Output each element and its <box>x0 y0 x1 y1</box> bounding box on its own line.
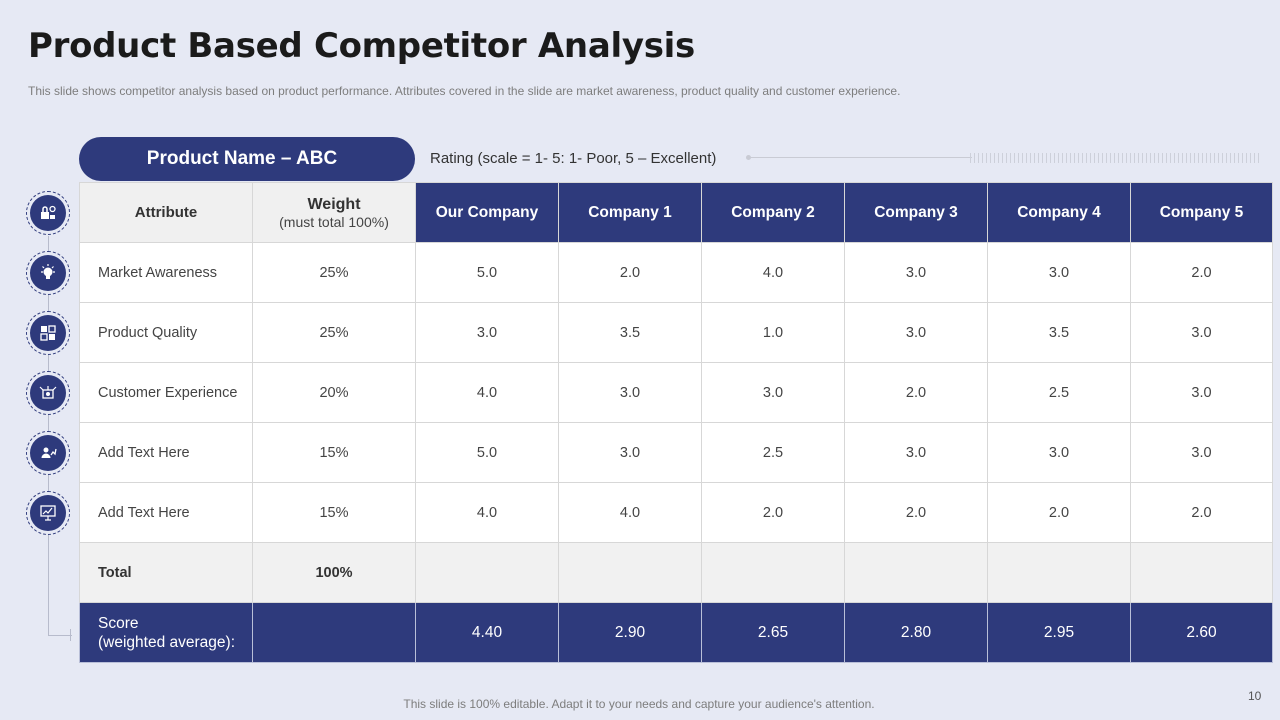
weight-cell: 15% <box>252 422 416 483</box>
lock-gear-icon <box>26 191 70 235</box>
total-label: Total <box>79 542 253 603</box>
score-cell: 2.5 <box>987 362 1131 423</box>
score-cell: 3.5 <box>558 302 702 363</box>
slide-subtitle: This slide shows competitor analysis bas… <box>28 84 901 98</box>
footer-note: This slide is 100% editable. Adapt it to… <box>403 697 875 711</box>
score-row: Score (weighted average): 4.40 2.90 2.65… <box>79 602 1273 663</box>
icon-connector-elbow <box>48 635 72 636</box>
table-row: Add Text Here 15% 5.0 3.0 2.5 3.0 3.0 3.… <box>79 422 1273 483</box>
table-row: Customer Experience 20% 4.0 3.0 3.0 2.0 … <box>79 362 1273 423</box>
score-cell: 3.5 <box>987 302 1131 363</box>
header-company: Company 1 <box>558 182 702 243</box>
empty-cell <box>844 542 988 603</box>
attribute-cell: Product Quality <box>79 302 253 363</box>
weighted-score-cell: 2.95 <box>987 602 1131 663</box>
rating-scale-note: Rating (scale = 1- 5: 1- Poor, 5 – Excel… <box>430 150 717 167</box>
score-label-line1: Score <box>98 614 139 632</box>
score-label: Score (weighted average): <box>79 602 253 663</box>
score-cell: 3.0 <box>1130 422 1273 483</box>
header-company: Company 2 <box>701 182 845 243</box>
page-number: 10 <box>1248 689 1262 703</box>
score-cell: 3.0 <box>1130 362 1273 423</box>
score-cell: 3.0 <box>558 362 702 423</box>
header-attribute: Attribute <box>79 182 253 243</box>
score-cell: 3.0 <box>987 242 1131 303</box>
empty-cell <box>415 542 559 603</box>
weighted-score-cell: 2.90 <box>558 602 702 663</box>
table-row: Market Awareness 25% 5.0 2.0 4.0 3.0 3.0… <box>79 242 1273 303</box>
score-cell: 2.5 <box>701 422 845 483</box>
score-cell: 2.0 <box>844 482 988 543</box>
presentation-board-icon <box>26 491 70 535</box>
empty-cell <box>558 542 702 603</box>
score-cell: 4.0 <box>415 362 559 423</box>
score-cell: 1.0 <box>701 302 845 363</box>
score-cell: 3.0 <box>987 422 1131 483</box>
decorative-hatch <box>970 153 1262 163</box>
total-weight: 100% <box>252 542 416 603</box>
lightbulb-idea-icon <box>26 251 70 295</box>
score-cell: 5.0 <box>415 242 559 303</box>
icon-connector-tick <box>70 629 71 641</box>
header-company: Our Company <box>415 182 559 243</box>
header-company: Company 3 <box>844 182 988 243</box>
attribute-cell: Market Awareness <box>79 242 253 303</box>
score-cell: 4.0 <box>701 242 845 303</box>
empty-cell <box>701 542 845 603</box>
score-cell: 5.0 <box>415 422 559 483</box>
weight-cell: 25% <box>252 302 416 363</box>
score-cell: 3.0 <box>844 422 988 483</box>
team-growth-icon <box>26 431 70 475</box>
header-company: Company 4 <box>987 182 1131 243</box>
weight-cell: 20% <box>252 362 416 423</box>
score-cell: 3.0 <box>701 362 845 423</box>
empty-cell <box>252 602 416 663</box>
score-cell: 2.0 <box>1130 242 1273 303</box>
slide-title: Product Based Competitor Analysis <box>28 26 695 66</box>
weight-cell: 15% <box>252 482 416 543</box>
score-cell: 3.0 <box>558 422 702 483</box>
score-cell: 2.0 <box>987 482 1131 543</box>
score-cell: 2.0 <box>844 362 988 423</box>
weight-cell: 25% <box>252 242 416 303</box>
header-company: Company 5 <box>1130 182 1273 243</box>
score-cell: 4.0 <box>558 482 702 543</box>
score-cell: 3.0 <box>415 302 559 363</box>
attribute-cell: Add Text Here <box>79 422 253 483</box>
score-cell: 3.0 <box>844 242 988 303</box>
score-label-line2: (weighted average): <box>98 633 235 651</box>
product-name-pill: Product Name – ABC <box>79 137 415 181</box>
decorative-line <box>748 157 972 158</box>
empty-cell <box>1130 542 1273 603</box>
score-cell: 2.0 <box>558 242 702 303</box>
attribute-cell: Customer Experience <box>79 362 253 423</box>
weighted-score-cell: 4.40 <box>415 602 559 663</box>
weighted-score-cell: 2.65 <box>701 602 845 663</box>
attribute-cell: Add Text Here <box>79 482 253 543</box>
weighted-score-cell: 2.60 <box>1130 602 1273 663</box>
weighted-score-cell: 2.80 <box>844 602 988 663</box>
table-header-row: Attribute Weight (must total 100%) Our C… <box>79 182 1273 243</box>
network-eye-icon <box>26 371 70 415</box>
score-cell: 2.0 <box>701 482 845 543</box>
score-cell: 4.0 <box>415 482 559 543</box>
puzzle-icon <box>26 311 70 355</box>
header-weight-label: Weight <box>307 195 361 213</box>
score-cell: 3.0 <box>844 302 988 363</box>
table-row: Product Quality 25% 3.0 3.5 1.0 3.0 3.5 … <box>79 302 1273 363</box>
empty-cell <box>987 542 1131 603</box>
score-cell: 3.0 <box>1130 302 1273 363</box>
score-cell: 2.0 <box>1130 482 1273 543</box>
header-weight: Weight (must total 100%) <box>252 182 416 243</box>
total-row: Total 100% <box>79 542 1273 603</box>
competitor-analysis-table: Attribute Weight (must total 100%) Our C… <box>79 182 1273 663</box>
header-weight-note: (must total 100%) <box>279 213 389 230</box>
table-row: Add Text Here 15% 4.0 4.0 2.0 2.0 2.0 2.… <box>79 482 1273 543</box>
